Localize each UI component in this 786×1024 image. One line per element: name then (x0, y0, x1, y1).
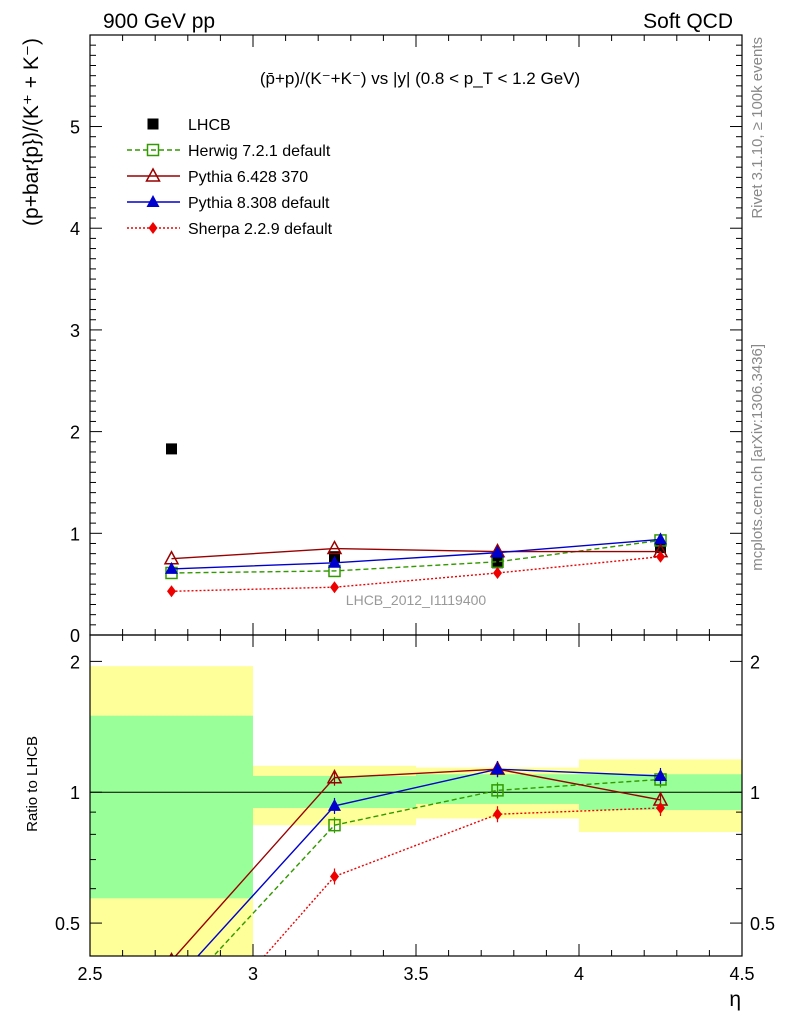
x-tick-label: 3.5 (403, 964, 428, 984)
main-y-tick-label: 0 (70, 626, 80, 646)
legend-label-2: Pythia 6.428 370 (188, 169, 308, 186)
ratio-point-0-2 (491, 784, 504, 797)
mcplots-note: mcplots.cern.ch [arXiv:1306.3436] (749, 344, 766, 571)
ratio-point-0-0 (166, 996, 177, 1007)
ratio-series-line-1 (174, 768, 661, 956)
ratio-band-inner-0 (90, 715, 253, 899)
main-point-0-0 (166, 443, 177, 455)
legend-marker-2 (145, 167, 161, 182)
ratio-point-3-2 (493, 808, 502, 821)
main-point-2-1 (326, 539, 343, 555)
x-tick-label: 2.5 (77, 964, 102, 984)
axes-layer: 2.5 3 3.5 4 4.5 0 1 2 3 4 5 0.5 0.5 1 1 2 2 (55, 34, 775, 984)
ratio-series-line-2 (197, 768, 661, 956)
main-series-line-3 (171, 538, 661, 570)
header-right: Soft QCD (643, 10, 733, 33)
ratio-point-3-3 (656, 801, 665, 814)
main-series-line-2 (171, 547, 661, 560)
main-point-4-3 (656, 550, 665, 563)
ratio-bands (90, 666, 742, 956)
x-tick-label: 3 (248, 964, 258, 984)
main-title: (p̄+p)/(K⁻+K⁻) vs |y| (0.8 < p_T < 1.2 G… (260, 69, 580, 88)
main-y-tick-label: 5 (70, 118, 80, 138)
ratio-xlabel: η (729, 988, 741, 1011)
ratio-ylabel: Ratio to LHCB (24, 736, 41, 832)
ratio-series-line-3 (263, 807, 661, 956)
main-y-tick-label: 1 (70, 524, 80, 544)
legend-marker-3 (146, 195, 160, 207)
header-left: 900 GeV pp (103, 10, 215, 33)
main-ylabel: (p+bar{p})/(K⁺ + K⁻) (20, 38, 43, 226)
main-point-3-2 (491, 545, 504, 558)
main-series-line-4 (171, 555, 661, 592)
legend-marker-1 (146, 143, 160, 157)
ratio-y-tick-label-right: 2 (750, 652, 760, 672)
ratio-point-2-2 (491, 762, 504, 775)
ratio-point-2-0 (165, 978, 178, 990)
rivet-note: Rivet 3.1.10, ≥ 100k events (749, 37, 766, 219)
legend-label-4: Sherpa 2.2.9 default (188, 221, 333, 238)
main-point-3-0 (165, 561, 178, 574)
ratio-point-3-1 (330, 870, 339, 883)
x-tick-label: 4.5 (729, 964, 754, 984)
main-y-tick-label: 4 (70, 219, 80, 239)
main-point-4-2 (493, 566, 502, 579)
ratio-y-tick-label-right: 0.5 (750, 914, 775, 934)
legend-marker-0 (147, 118, 159, 130)
main-series-layer (163, 443, 669, 598)
main-point-4-1 (330, 581, 339, 594)
main-point-3-3 (654, 532, 667, 545)
legend: LHCB Herwig 7.2.1 default Pythia 6.428 370… (127, 117, 333, 238)
main-point-4-0 (167, 585, 176, 598)
legend-label-1: Herwig 7.2.1 default (188, 143, 331, 160)
ratio-y-tick-label-left: 0.5 (55, 914, 80, 934)
legend-label-0: LHCB (188, 117, 231, 134)
ratio-point-2-3 (654, 768, 667, 781)
legend-label-3: Pythia 8.308 default (188, 195, 330, 212)
main-y-tick-label: 2 (70, 423, 80, 443)
main-point-0-3 (655, 542, 666, 554)
analysis-watermark: LHCB_2012_I1119400 (346, 592, 487, 608)
ratio-y-tick-label-right: 1 (750, 783, 760, 803)
main-y-tick-label: 3 (70, 321, 80, 341)
ratio-point-2-1 (328, 798, 341, 811)
main-point-0-2 (492, 557, 503, 569)
x-tick-label: 4 (574, 964, 584, 984)
ratio-y-tick-label-left: 2 (70, 652, 80, 672)
main-point-3-1 (328, 555, 341, 568)
ratio-point-0-1 (328, 818, 341, 832)
ratio-point-1-1 (326, 769, 343, 784)
legend-marker-4 (148, 222, 158, 234)
ratio-series-layer (165, 760, 669, 1007)
ratio-y-tick-label-left: 1 (70, 783, 80, 803)
